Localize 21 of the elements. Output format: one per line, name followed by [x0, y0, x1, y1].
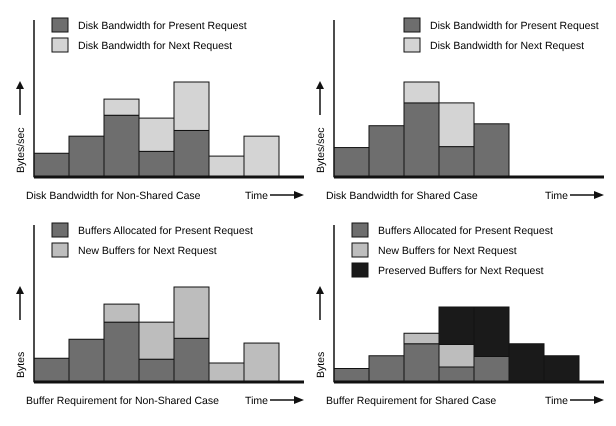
x-axis-title: Time [545, 395, 568, 407]
x-axis-title: Time [245, 190, 268, 202]
legend-label: Buffers Allocated for Present Request [78, 225, 253, 237]
y-axis-title: Bytes/sec [315, 127, 327, 173]
text: Disk Bandwidth for Non-Shared Case [26, 190, 201, 202]
x-axis-title: Time [245, 395, 268, 407]
text: Disk Bandwidth for Shared Case [326, 190, 478, 202]
legend-label: Disk Bandwidth for Next Request [430, 40, 584, 52]
legend-label: Preserved Buffers for Next Request [378, 265, 544, 277]
legend-label: New Buffers for Next Request [378, 245, 517, 257]
legend-label: New Buffers for Next Request [78, 245, 217, 257]
legend-label: Disk Bandwidth for Next Request [78, 40, 232, 52]
text: Buffer Requirement for Shared Case [326, 395, 496, 407]
y-axis-title: Bytes [15, 352, 27, 378]
legend-label: Buffers Allocated for Present Request [378, 225, 553, 237]
legend-label: Disk Bandwidth for Present Request [430, 20, 599, 32]
y-axis-title: Bytes [315, 352, 327, 378]
x-axis-title: Time [545, 190, 568, 202]
text: Buffer Requirement for Non-Shared Case [26, 395, 220, 407]
legend-label: Disk Bandwidth for Present Request [78, 20, 247, 32]
y-axis-title: Bytes/sec [15, 127, 27, 173]
